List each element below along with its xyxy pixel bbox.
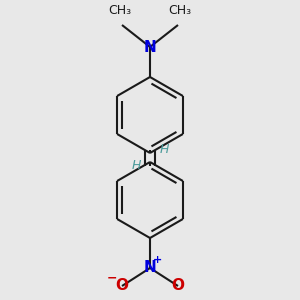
Text: +: + xyxy=(153,255,163,265)
Text: N: N xyxy=(144,260,156,275)
Text: O: O xyxy=(116,278,128,293)
Text: H: H xyxy=(131,159,141,172)
Text: CH₃: CH₃ xyxy=(168,4,192,17)
Text: H: H xyxy=(159,143,169,156)
Text: N: N xyxy=(144,40,156,55)
Text: O: O xyxy=(172,278,184,293)
Text: CH₃: CH₃ xyxy=(108,4,132,17)
Text: −: − xyxy=(107,272,117,284)
